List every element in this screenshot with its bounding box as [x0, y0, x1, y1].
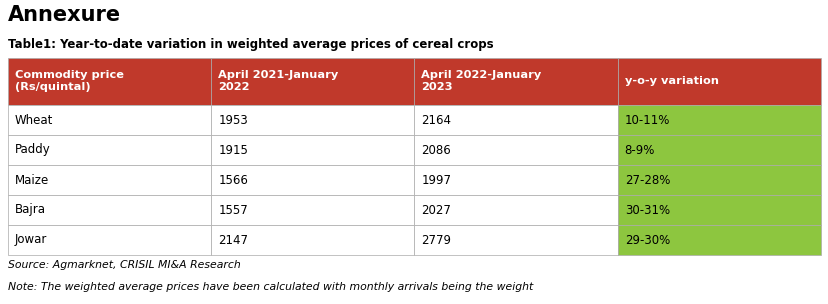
Text: Wheat: Wheat: [15, 113, 53, 126]
Text: 2027: 2027: [421, 203, 450, 216]
Text: 10-11%: 10-11%: [624, 113, 669, 126]
Bar: [8, 195, 211, 225]
Bar: [414, 105, 617, 135]
Text: Annexure: Annexure: [8, 5, 121, 25]
Bar: [8, 165, 211, 195]
Text: 27-28%: 27-28%: [624, 174, 669, 186]
Text: 29-30%: 29-30%: [624, 233, 669, 247]
Bar: [8, 58, 211, 105]
Text: April 2021-January
2022: April 2021-January 2022: [218, 71, 338, 92]
Bar: [211, 58, 414, 105]
Bar: [414, 195, 617, 225]
Text: Bajra: Bajra: [15, 203, 46, 216]
Text: y-o-y variation: y-o-y variation: [624, 77, 718, 87]
Text: 1566: 1566: [218, 174, 248, 186]
Bar: [617, 225, 820, 255]
Text: 2147: 2147: [218, 233, 248, 247]
Text: Paddy: Paddy: [15, 143, 51, 157]
Text: 2779: 2779: [421, 233, 451, 247]
Bar: [617, 105, 820, 135]
Bar: [414, 225, 617, 255]
Bar: [8, 105, 211, 135]
Bar: [617, 58, 820, 105]
Text: Maize: Maize: [15, 174, 49, 186]
Bar: [8, 135, 211, 165]
Bar: [414, 135, 617, 165]
Text: 30-31%: 30-31%: [624, 203, 669, 216]
Text: 1557: 1557: [218, 203, 248, 216]
Bar: [414, 58, 617, 105]
Text: 1953: 1953: [218, 113, 248, 126]
Text: 2086: 2086: [421, 143, 450, 157]
Text: Table1: Year-to-date variation in weighted average prices of cereal crops: Table1: Year-to-date variation in weight…: [8, 38, 493, 51]
Text: 1915: 1915: [218, 143, 248, 157]
Text: 8-9%: 8-9%: [624, 143, 654, 157]
Bar: [211, 165, 414, 195]
Text: 1997: 1997: [421, 174, 451, 186]
Bar: [8, 225, 211, 255]
Bar: [211, 195, 414, 225]
Text: Note: The weighted average prices have been calculated with monthly arrivals bei: Note: The weighted average prices have b…: [8, 282, 532, 292]
Text: Source: Agmarknet, CRISIL MI&A Research: Source: Agmarknet, CRISIL MI&A Research: [8, 260, 240, 270]
Bar: [617, 195, 820, 225]
Bar: [617, 135, 820, 165]
Bar: [211, 135, 414, 165]
Text: Commodity price
(Rs/quintal): Commodity price (Rs/quintal): [15, 71, 124, 92]
Bar: [414, 165, 617, 195]
Bar: [617, 165, 820, 195]
Bar: [211, 105, 414, 135]
Text: April 2022-January
2023: April 2022-January 2023: [421, 71, 541, 92]
Text: 2164: 2164: [421, 113, 451, 126]
Text: Jowar: Jowar: [15, 233, 47, 247]
Bar: [211, 225, 414, 255]
